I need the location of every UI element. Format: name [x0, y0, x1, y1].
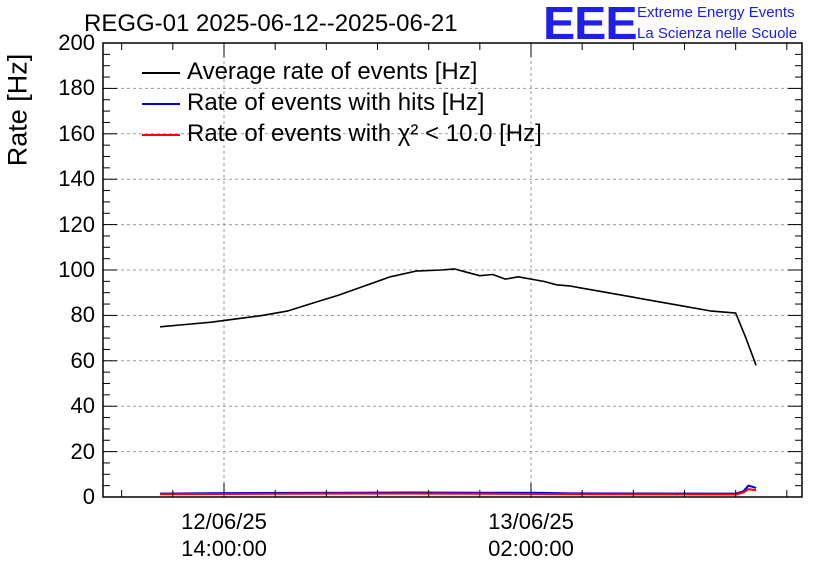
y-tick-label: 120: [58, 211, 95, 237]
y-tick-label: 60: [70, 347, 95, 373]
legend-label-hits: Rate of events with hits [Hz]: [187, 89, 485, 116]
y-tick-label: 200: [58, 30, 95, 55]
y-tick-label: 20: [70, 438, 95, 464]
y-tick-label: 140: [58, 166, 95, 192]
y-tick-label: 180: [58, 75, 95, 101]
y-tick-label: 40: [70, 393, 95, 419]
series-layer: [159, 268, 757, 496]
series-line-1: [159, 484, 757, 495]
y-tick-label: 80: [70, 302, 95, 328]
logo-line-1: Extreme Energy Events: [637, 4, 795, 21]
legend-label-chi2: Rate of events with χ² < 10.0 [Hz]: [187, 120, 542, 147]
axis-ticks: [103, 42, 802, 498]
y-tick-label: 160: [58, 120, 95, 146]
y-tick-label: 0: [82, 484, 95, 509]
series-line-2: [159, 488, 757, 496]
grid-lines: [103, 43, 802, 497]
eee-logo: EEE: [543, 0, 638, 49]
x-tick-time: 14:00:00: [181, 536, 267, 561]
x-tick-label: 12/06/25 14:00:00: [124, 508, 324, 562]
legend-swatch-hits: [142, 103, 180, 105]
y-tick-label: 100: [58, 257, 95, 282]
x-tick-time: 02:00:00: [488, 536, 574, 561]
x-tick-date: 12/06/25: [181, 509, 267, 534]
y-axis-label: Rate [Hz]: [2, 53, 33, 167]
x-tick-date: 13/06/25: [488, 509, 574, 534]
legend-label-average: Average rate of events [Hz]: [187, 58, 478, 85]
logo-line-2: La Scienza nelle Scuole: [637, 25, 798, 42]
legend-swatch-chi2: [142, 134, 180, 136]
legend-swatch-average: [142, 72, 180, 74]
chart-title: REGG-01 2025-06-12--2025-06-21: [84, 10, 458, 37]
x-tick-label: 13/06/25 02:00:00: [431, 508, 631, 562]
series-line-0: [159, 268, 757, 366]
